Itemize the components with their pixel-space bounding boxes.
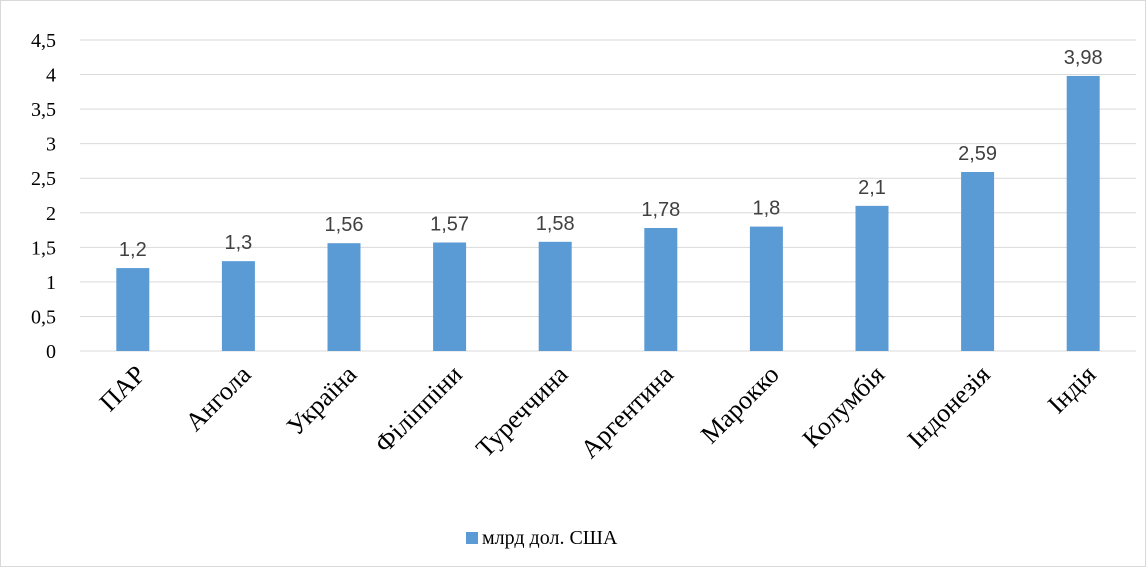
bars <box>116 75 1100 351</box>
bar <box>116 268 150 351</box>
legend-label: млрд дол. США <box>482 527 618 549</box>
x-tick-label: Ангола <box>180 359 257 436</box>
x-tick-label: Марокко <box>695 360 785 450</box>
x-tick-label: Філіппіни <box>369 360 468 459</box>
x-tick-label: ПАР <box>94 360 151 417</box>
data-label: 2,59 <box>958 143 997 165</box>
y-tick-label: 2 <box>46 203 56 225</box>
y-axis-ticks: 0 0,5 1 1,5 2 2,5 3 3,5 4 4,5 <box>31 30 56 363</box>
data-label: 2,1 <box>858 177 886 199</box>
y-tick-label: 0,5 <box>31 306 56 328</box>
bar <box>1066 75 1100 351</box>
bar <box>961 172 995 351</box>
bar <box>644 227 678 351</box>
x-tick-label: Туреччина <box>470 359 574 463</box>
data-label: 1,2 <box>119 239 147 261</box>
y-tick-label: 1 <box>46 272 56 294</box>
y-tick-label: 4 <box>46 65 56 87</box>
y-tick-label: 1,5 <box>31 237 56 259</box>
data-label: 1,78 <box>641 199 680 221</box>
data-label: 3,98 <box>1064 47 1103 69</box>
data-labels: 1,2 1,3 1,56 1,57 1,58 1,78 1,8 2,1 2,59 3,98 <box>119 47 1103 261</box>
y-tick-label: 3,5 <box>31 99 56 121</box>
bar <box>749 226 783 351</box>
bar <box>221 261 255 351</box>
bar <box>327 243 361 351</box>
data-label: 1,56 <box>325 214 364 236</box>
bar <box>433 242 467 351</box>
y-tick-label: 0 <box>46 341 56 363</box>
y-tick-label: 4,5 <box>31 30 56 52</box>
legend: млрд дол. США <box>466 527 618 549</box>
legend-swatch <box>466 532 478 544</box>
x-tick-label: Індонезія <box>902 360 996 454</box>
data-label: 1,3 <box>224 232 252 254</box>
x-axis-ticks: ПАР Ангола Україна Філіппіни Туреччина Аргент… <box>94 359 1102 463</box>
bar <box>855 205 889 351</box>
x-tick-label: Колумбія <box>797 360 891 454</box>
x-tick-label: Індія <box>1042 360 1101 419</box>
bar <box>538 241 572 351</box>
x-tick-label: Аргентина <box>575 359 679 463</box>
data-label: 1,58 <box>536 213 575 235</box>
y-tick-label: 3 <box>46 134 56 156</box>
y-tick-label: 2,5 <box>31 168 56 190</box>
data-label: 1,8 <box>752 198 780 220</box>
data-label: 1,57 <box>430 213 469 235</box>
x-tick-label: Україна <box>281 359 363 441</box>
gridlines <box>80 39 1136 352</box>
